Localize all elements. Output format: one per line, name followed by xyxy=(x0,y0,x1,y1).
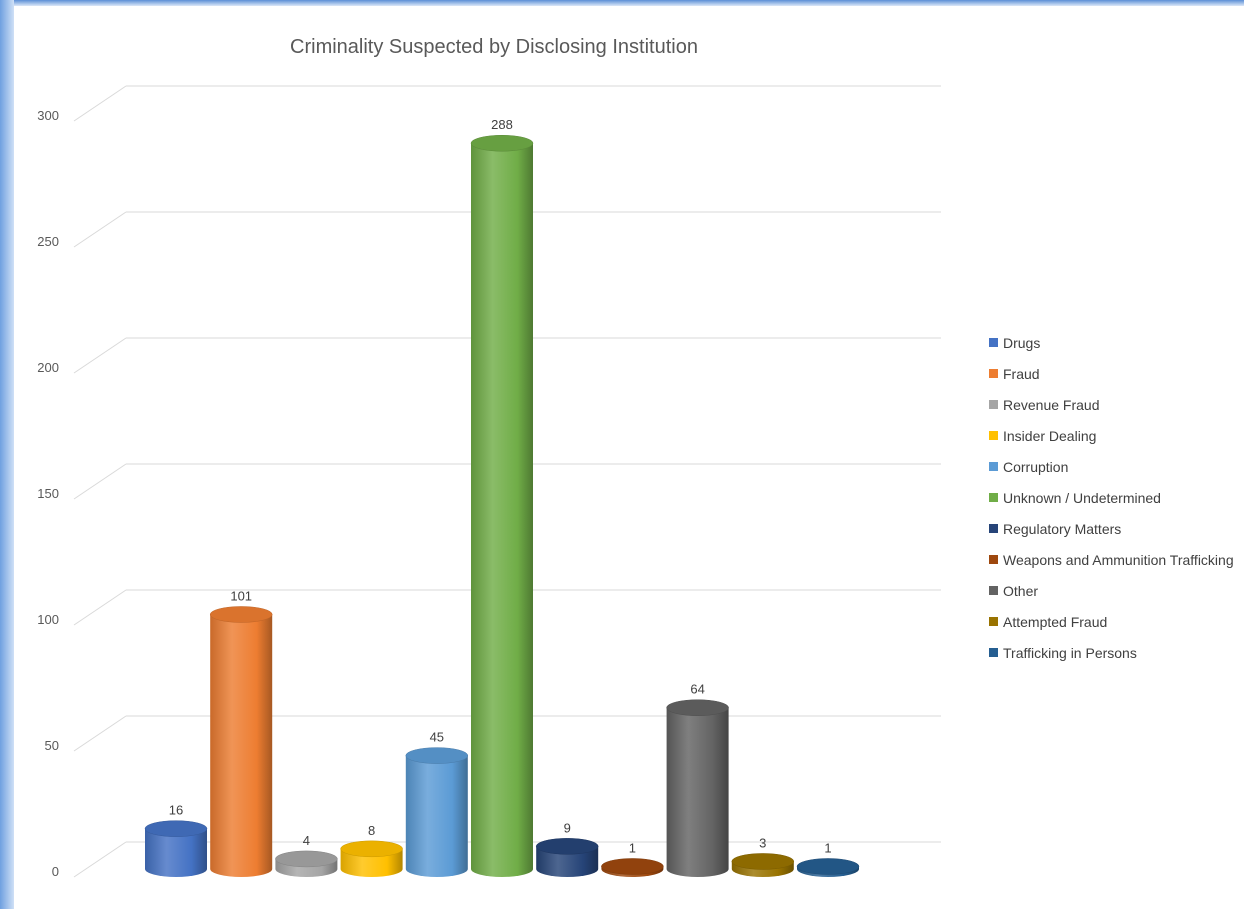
bar-top xyxy=(731,853,795,870)
legend-item: Other xyxy=(989,575,1234,606)
legend-swatch xyxy=(989,524,998,533)
chart-panel: 0 50 100 150 200 250 300 16 101 4 8 45 288 9 1 64 3 1 Cri… xyxy=(14,6,1244,909)
legend-item: Weapons and Ammunition Trafficking xyxy=(989,544,1234,575)
bar-9: 64 xyxy=(666,682,729,877)
bar-top xyxy=(144,820,208,837)
legend-label: Trafficking in Persons xyxy=(1003,644,1137,661)
gridline-side xyxy=(73,841,127,878)
bar-top xyxy=(405,747,469,764)
chart-title: Criminality Suspected by Disclosing Inst… xyxy=(290,36,698,58)
legend-swatch xyxy=(989,648,998,657)
bar-body xyxy=(536,846,599,877)
data-label: 288 xyxy=(491,117,513,132)
legend-swatch xyxy=(989,555,998,564)
legend-item: Trafficking in Persons xyxy=(989,637,1234,668)
y-tick-label: 200 xyxy=(37,360,59,375)
legend-label: Insider Dealing xyxy=(1003,427,1097,444)
legend-item: Regulatory Matters xyxy=(989,513,1234,544)
gridline-side xyxy=(73,211,127,248)
gridline-side xyxy=(73,85,127,122)
gridline-side xyxy=(73,337,127,374)
legend-swatch xyxy=(989,338,998,347)
data-label: 1 xyxy=(629,840,636,855)
legend-item: Corruption xyxy=(989,451,1234,482)
bar-top xyxy=(275,850,338,868)
legend-label: Corruption xyxy=(1003,458,1069,475)
gridline-side xyxy=(73,589,127,626)
data-label: 9 xyxy=(564,820,571,835)
y-tick-label: 150 xyxy=(37,486,59,501)
data-label: 64 xyxy=(690,682,704,697)
frame-top-edge xyxy=(0,0,1244,6)
chart-plot: 0 50 100 150 200 250 300 16 101 4 8 45 288 9 1 64 3 1 xyxy=(37,85,941,879)
legend-swatch xyxy=(989,586,998,595)
legend-item: Fraud xyxy=(989,358,1234,389)
bar-top xyxy=(209,606,273,623)
bar-11: 1 xyxy=(796,840,860,877)
legend-label: Unknown / Undetermined xyxy=(1003,489,1161,506)
gridline-side xyxy=(73,463,127,500)
legend-swatch xyxy=(989,400,998,409)
data-label: 45 xyxy=(430,730,444,745)
bar-4: 8 xyxy=(340,823,403,877)
legend-label: Regulatory Matters xyxy=(1003,520,1122,537)
bar-top xyxy=(796,858,860,875)
data-label: 8 xyxy=(368,823,375,838)
legend-label: Attempted Fraud xyxy=(1003,613,1108,630)
legend-label: Drugs xyxy=(1003,334,1041,351)
bar-top xyxy=(535,838,599,855)
legend-label: Revenue Fraud xyxy=(1003,396,1100,413)
y-tick-label: 0 xyxy=(52,864,59,879)
bar-body xyxy=(405,755,468,877)
bar-top xyxy=(470,134,534,152)
legend-swatch xyxy=(989,431,998,440)
legend-label: Fraud xyxy=(1003,365,1040,382)
frame-left-edge xyxy=(0,0,14,909)
legend-swatch xyxy=(989,369,998,378)
data-label: 4 xyxy=(303,833,310,848)
data-label: 3 xyxy=(759,835,766,850)
bar-top xyxy=(340,840,403,858)
bar-top xyxy=(666,699,729,716)
legend-item: Drugs xyxy=(989,327,1234,358)
legend-item: Insider Dealing xyxy=(989,420,1234,451)
data-label: 1 xyxy=(824,840,831,855)
bar-6: 288 xyxy=(470,117,534,878)
bar-body xyxy=(666,707,729,877)
bar-7: 9 xyxy=(535,820,599,877)
legend-label: Weapons and Ammunition Trafficking xyxy=(1003,551,1234,568)
bar-body xyxy=(210,614,273,877)
legend-label: Other xyxy=(1003,582,1039,599)
bar-1: 16 xyxy=(144,803,208,877)
legend-swatch xyxy=(989,462,998,471)
y-tick-label: 100 xyxy=(37,612,59,627)
legend-swatch xyxy=(989,617,998,626)
gridline-side xyxy=(73,715,127,752)
bar-8: 1 xyxy=(601,840,664,877)
bar-3: 4 xyxy=(275,833,338,877)
bar-2: 101 xyxy=(209,588,273,877)
legend-swatch xyxy=(989,493,998,502)
chart-legend: Drugs Fraud Revenue Fraud Insider Dealing Co… xyxy=(989,327,1234,668)
y-tick-label: 250 xyxy=(37,234,59,249)
bar-top xyxy=(601,858,664,875)
data-label: 16 xyxy=(169,803,183,818)
y-tick-label: 300 xyxy=(37,108,59,123)
legend-item: Revenue Fraud xyxy=(989,389,1234,420)
legend-item: Attempted Fraud xyxy=(989,606,1234,637)
bar-5: 45 xyxy=(405,730,469,877)
bar-body xyxy=(145,828,207,877)
bar-body xyxy=(471,143,533,878)
bar-10: 3 xyxy=(731,835,795,877)
legend-item: Unknown / Undetermined xyxy=(989,482,1234,513)
y-tick-label: 50 xyxy=(45,738,59,753)
data-label: 101 xyxy=(230,588,252,603)
